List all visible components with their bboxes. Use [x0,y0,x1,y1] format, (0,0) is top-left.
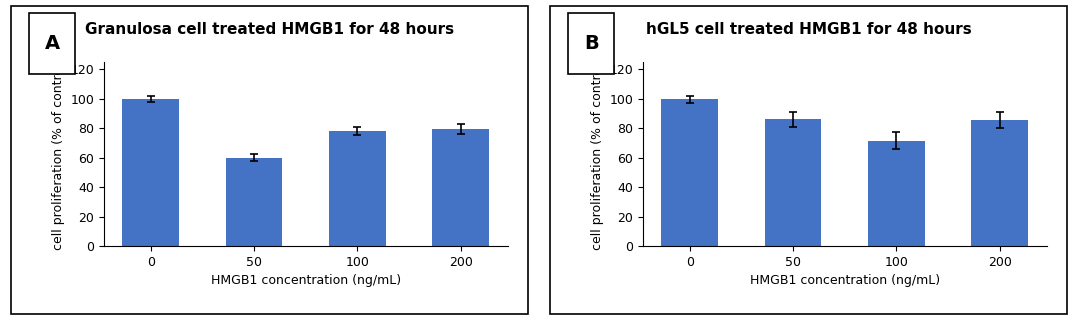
Text: B: B [584,34,598,53]
Bar [661,99,718,246]
X-axis label: HMGB1 concentration (ng/mL): HMGB1 concentration (ng/mL) [749,274,940,287]
Bar [122,99,179,246]
Bar [329,131,386,246]
Bar [764,119,821,246]
Text: Granulosa cell treated HMGB1 for 48 hours: Granulosa cell treated HMGB1 for 48 hour… [85,22,454,37]
Bar [225,157,282,246]
Y-axis label: cell proliferation (% of control): cell proliferation (% of control) [52,58,65,250]
Bar [868,140,925,246]
Y-axis label: cell proliferation (% of control): cell proliferation (% of control) [591,58,604,250]
Bar [432,129,489,246]
Text: hGL5 cell treated HMGB1 for 48 hours: hGL5 cell treated HMGB1 for 48 hours [646,22,971,37]
Text: A: A [44,34,59,53]
Bar [971,120,1028,246]
X-axis label: HMGB1 concentration (ng/mL): HMGB1 concentration (ng/mL) [210,274,401,287]
